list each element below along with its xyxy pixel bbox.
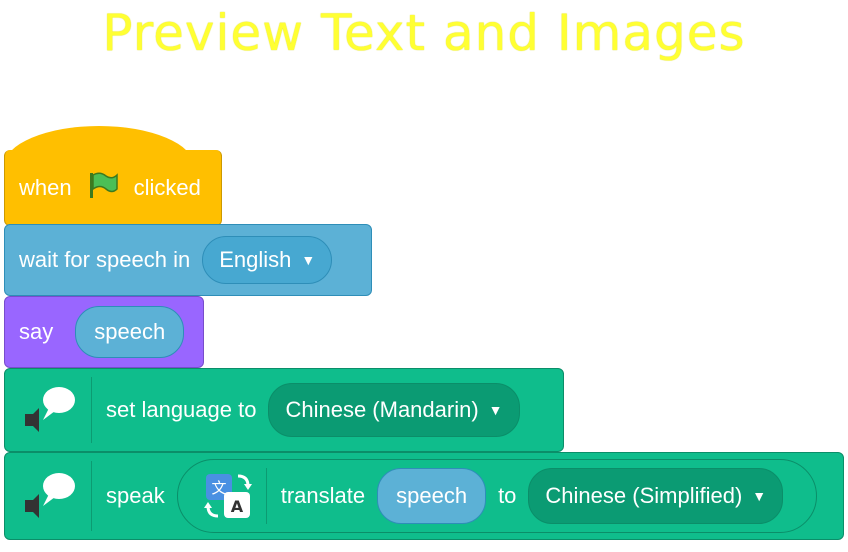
clicked-label: clicked bbox=[133, 174, 201, 200]
target-language-dropdown[interactable]: Chinese (Simplified) ▼ bbox=[528, 468, 784, 524]
reporter-divider bbox=[265, 468, 267, 524]
when-flag-clicked-block[interactable]: when clicked bbox=[4, 150, 222, 226]
target-language-value: Chinese (Simplified) bbox=[545, 483, 743, 508]
wait-for-speech-block[interactable]: wait for speech in English ▼ bbox=[4, 224, 372, 296]
svg-text:文: 文 bbox=[211, 479, 226, 497]
svg-text:A: A bbox=[231, 497, 244, 516]
speech-reporter[interactable]: speech bbox=[75, 306, 185, 358]
chevron-down-icon: ▼ bbox=[488, 402, 503, 418]
language-dropdown-mandarin[interactable]: Chinese (Mandarin) ▼ bbox=[268, 383, 520, 437]
speech-reporter-label: speech bbox=[396, 483, 468, 508]
translate-icon: 文 A bbox=[202, 470, 254, 522]
chevron-down-icon: ▼ bbox=[752, 488, 767, 504]
page-title: Preview Text and Images bbox=[102, 4, 746, 62]
chevron-down-icon: ▼ bbox=[301, 252, 316, 268]
translate-label: translate bbox=[280, 483, 366, 508]
speak-block[interactable]: speak 文 A translate speech to Chinese (S… bbox=[4, 452, 844, 540]
when-label: when bbox=[19, 174, 72, 200]
language-dropdown-mandarin-value: Chinese (Mandarin) bbox=[285, 397, 479, 422]
translate-reporter[interactable]: 文 A translate speech to Chinese (Simplif… bbox=[176, 459, 817, 533]
language-dropdown-value: English bbox=[219, 247, 292, 272]
green-flag-icon bbox=[86, 170, 120, 206]
say-label: say bbox=[19, 319, 54, 344]
set-language-label: set language to bbox=[106, 397, 257, 422]
speech-bubble-speaker-icon bbox=[21, 382, 77, 438]
speech-reporter-label: speech bbox=[94, 319, 166, 344]
language-dropdown[interactable]: English ▼ bbox=[202, 236, 333, 284]
speech-reporter[interactable]: speech bbox=[377, 468, 487, 524]
say-block[interactable]: say speech bbox=[4, 296, 204, 368]
speak-label: speak bbox=[106, 483, 165, 508]
wait-for-speech-label: wait for speech in bbox=[19, 247, 191, 272]
block-divider bbox=[91, 461, 92, 531]
block-divider bbox=[91, 377, 92, 443]
speech-bubble-speaker-icon bbox=[21, 468, 77, 524]
to-label: to bbox=[498, 483, 517, 508]
set-language-block[interactable]: set language to Chinese (Mandarin) ▼ bbox=[4, 368, 564, 452]
